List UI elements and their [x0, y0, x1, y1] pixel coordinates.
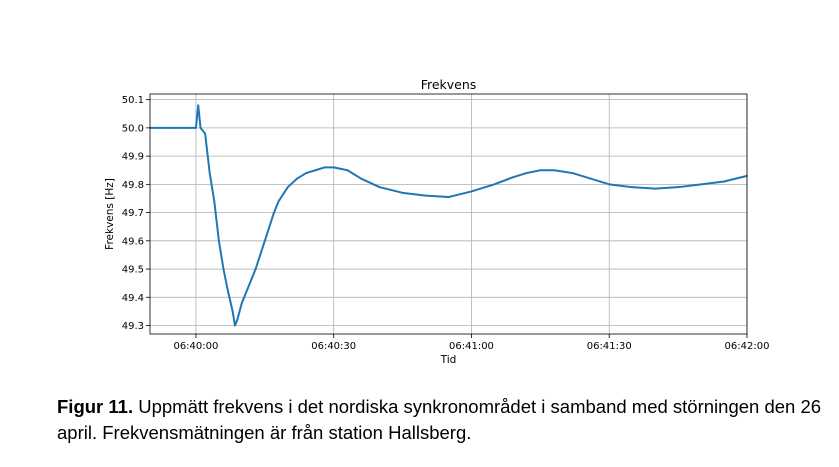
x-axis-ticks: 06:40:00 06:40:30 06:41:00 06:41:30 06:42:00 [173, 334, 769, 352]
frequency-chart: 06:40:00 06:40:30 06:41:00 06:41:30 06:42:00… [104, 77, 769, 366]
data-point [197, 104, 200, 107]
y-axis-ticks: 50.1 50.0 49.9 49.8 49.7 49.6 49.5 49.4 49.3 [122, 95, 150, 332]
data-point [332, 166, 335, 169]
data-point [250, 279, 252, 282]
data-point [539, 169, 542, 172]
data-point [195, 126, 197, 129]
data-point [654, 187, 657, 190]
data-point [172, 126, 174, 129]
data-point [305, 172, 308, 174]
data-point [378, 186, 381, 189]
y-tick-label: 49.7 [122, 208, 144, 219]
caption-label: Figur 11. [57, 396, 134, 417]
y-tick-label: 49.8 [122, 180, 144, 191]
x-tick-label: 06:40:00 [173, 341, 218, 352]
y-tick-label: 49.5 [122, 265, 144, 276]
y-tick-label: 49.4 [122, 293, 144, 304]
frequency-series-line [150, 104, 748, 327]
data-point [723, 180, 725, 183]
data-point [199, 126, 202, 129]
data-point [245, 290, 248, 293]
data-point [314, 169, 317, 172]
data-point [346, 169, 349, 172]
data-point [263, 239, 266, 242]
x-tick-label: 06:41:00 [449, 341, 494, 352]
data-point [493, 183, 496, 186]
data-point [700, 183, 702, 186]
y-tick-label: 49.9 [122, 152, 144, 163]
caption-text: Uppmätt frekvens i det nordiska synkrono… [57, 396, 822, 443]
data-point [204, 132, 207, 135]
data-point [677, 186, 680, 189]
plot-area [149, 104, 748, 327]
data-point [190, 126, 193, 129]
data-point [447, 196, 450, 198]
data-point [470, 190, 473, 193]
x-tick-label: 06:40:30 [311, 341, 356, 352]
data-point [360, 177, 363, 180]
data-point [323, 166, 326, 169]
x-tick-label: 06:42:00 [725, 341, 770, 352]
data-point [259, 254, 262, 256]
data-point [424, 194, 427, 197]
data-point [286, 186, 289, 189]
x-axis-label: Tid [440, 354, 457, 366]
data-point [231, 310, 234, 313]
data-point [296, 177, 298, 180]
data-point [213, 200, 216, 203]
x-tick-label: 06:41:30 [587, 341, 632, 352]
axes-frame [149, 93, 748, 335]
data-point [268, 225, 271, 228]
data-point [553, 169, 556, 172]
data-point [277, 200, 280, 203]
data-point [254, 268, 257, 270]
data-point [401, 191, 404, 194]
data-point [236, 318, 239, 321]
data-point [571, 172, 574, 174]
data-point [511, 176, 514, 179]
data-point [217, 239, 220, 242]
figure-caption: Figur 11. Uppmätt frekvens i det nordisk… [57, 394, 827, 446]
y-tick-label: 50.0 [122, 123, 144, 134]
y-tick-label: 49.6 [122, 236, 144, 247]
data-point [631, 186, 634, 189]
data-point [589, 177, 592, 180]
data-point [240, 302, 243, 304]
y-tick-label: 50.1 [122, 95, 144, 106]
chart-title: Frekvens [421, 77, 477, 92]
data-point [525, 172, 528, 174]
data-point [273, 211, 275, 214]
data-point [608, 183, 611, 186]
data-point [208, 172, 211, 174]
y-axis-label: Frekvens [Hz] [104, 178, 116, 250]
data-point [234, 324, 236, 327]
data-point [222, 268, 225, 270]
grid-lines [150, 94, 748, 334]
y-tick-label: 49.3 [122, 321, 144, 332]
data-point [227, 290, 229, 293]
